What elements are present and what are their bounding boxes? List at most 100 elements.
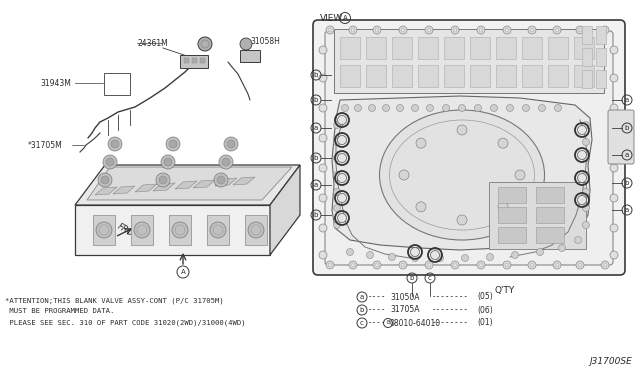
Circle shape	[582, 122, 589, 128]
Circle shape	[337, 173, 346, 183]
Circle shape	[210, 222, 226, 238]
Circle shape	[610, 164, 618, 172]
Circle shape	[369, 105, 376, 112]
Circle shape	[412, 105, 419, 112]
Circle shape	[337, 135, 346, 144]
Circle shape	[582, 171, 589, 179]
Circle shape	[442, 105, 449, 112]
Circle shape	[397, 105, 403, 112]
Circle shape	[319, 74, 327, 82]
Polygon shape	[180, 55, 208, 68]
Text: 31705A: 31705A	[390, 305, 419, 314]
Polygon shape	[240, 50, 260, 62]
Circle shape	[326, 261, 334, 269]
Text: b: b	[314, 72, 318, 78]
Circle shape	[582, 189, 589, 196]
Polygon shape	[135, 184, 157, 192]
Circle shape	[164, 158, 172, 166]
Polygon shape	[233, 177, 255, 185]
Circle shape	[248, 222, 264, 238]
FancyBboxPatch shape	[340, 65, 360, 87]
Circle shape	[156, 173, 170, 187]
Circle shape	[559, 244, 566, 251]
Text: b: b	[625, 180, 629, 186]
Circle shape	[576, 26, 584, 34]
FancyBboxPatch shape	[498, 207, 526, 223]
Circle shape	[426, 105, 433, 112]
Text: b: b	[360, 307, 364, 313]
Circle shape	[610, 134, 618, 142]
Circle shape	[425, 26, 433, 34]
Circle shape	[240, 38, 252, 50]
Text: ----: ----	[368, 305, 387, 314]
Text: J31700SE: J31700SE	[589, 357, 632, 366]
Polygon shape	[153, 183, 175, 191]
Text: 08010-64010: 08010-64010	[390, 318, 441, 327]
Circle shape	[169, 140, 177, 148]
FancyBboxPatch shape	[548, 37, 568, 59]
Text: *ATTENTION;THIS BLANK VALVE ASSY-CONT (P/C 31705M): *ATTENTION;THIS BLANK VALVE ASSY-CONT (P…	[5, 297, 224, 304]
Circle shape	[342, 105, 349, 112]
Text: a: a	[314, 182, 318, 188]
Circle shape	[198, 37, 212, 51]
Text: FRONT: FRONT	[115, 222, 145, 244]
Circle shape	[553, 261, 561, 269]
Circle shape	[610, 251, 618, 259]
Polygon shape	[332, 96, 592, 250]
Circle shape	[326, 26, 334, 34]
Circle shape	[431, 250, 440, 260]
Circle shape	[134, 222, 150, 238]
Text: c: c	[360, 320, 364, 326]
Polygon shape	[75, 205, 270, 255]
Circle shape	[333, 221, 340, 228]
Circle shape	[554, 105, 561, 112]
Circle shape	[511, 251, 518, 259]
Circle shape	[337, 214, 346, 222]
Circle shape	[373, 26, 381, 34]
FancyBboxPatch shape	[325, 31, 613, 265]
Circle shape	[416, 138, 426, 148]
FancyBboxPatch shape	[392, 37, 412, 59]
Text: b: b	[314, 212, 318, 218]
Circle shape	[577, 151, 586, 160]
Text: a: a	[625, 97, 629, 103]
Circle shape	[333, 205, 340, 212]
FancyBboxPatch shape	[470, 65, 490, 87]
Text: a: a	[360, 294, 364, 300]
FancyBboxPatch shape	[536, 207, 564, 223]
Circle shape	[538, 105, 545, 112]
Circle shape	[103, 155, 117, 169]
Circle shape	[333, 138, 340, 145]
FancyBboxPatch shape	[444, 37, 464, 59]
FancyBboxPatch shape	[582, 48, 592, 66]
Circle shape	[610, 74, 618, 82]
Circle shape	[159, 176, 167, 184]
FancyBboxPatch shape	[489, 182, 586, 249]
Text: *31705M: *31705M	[28, 141, 63, 150]
Text: ----: ----	[368, 318, 387, 327]
Circle shape	[575, 237, 582, 244]
Circle shape	[172, 222, 188, 238]
Circle shape	[337, 115, 346, 125]
Circle shape	[457, 215, 467, 225]
Circle shape	[412, 254, 419, 262]
Circle shape	[610, 224, 618, 232]
FancyBboxPatch shape	[596, 70, 606, 88]
Circle shape	[319, 134, 327, 142]
Text: 31058H: 31058H	[250, 36, 280, 45]
Circle shape	[601, 26, 609, 34]
Circle shape	[319, 104, 327, 112]
Text: b: b	[314, 155, 318, 161]
Circle shape	[474, 105, 481, 112]
FancyBboxPatch shape	[522, 65, 542, 87]
Circle shape	[101, 176, 109, 184]
Circle shape	[333, 189, 340, 196]
Circle shape	[528, 261, 536, 269]
Text: --------: --------	[432, 318, 469, 327]
Circle shape	[486, 253, 493, 260]
Circle shape	[610, 46, 618, 54]
FancyBboxPatch shape	[574, 37, 594, 59]
Circle shape	[503, 26, 511, 34]
FancyBboxPatch shape	[582, 70, 592, 88]
FancyBboxPatch shape	[582, 26, 592, 44]
